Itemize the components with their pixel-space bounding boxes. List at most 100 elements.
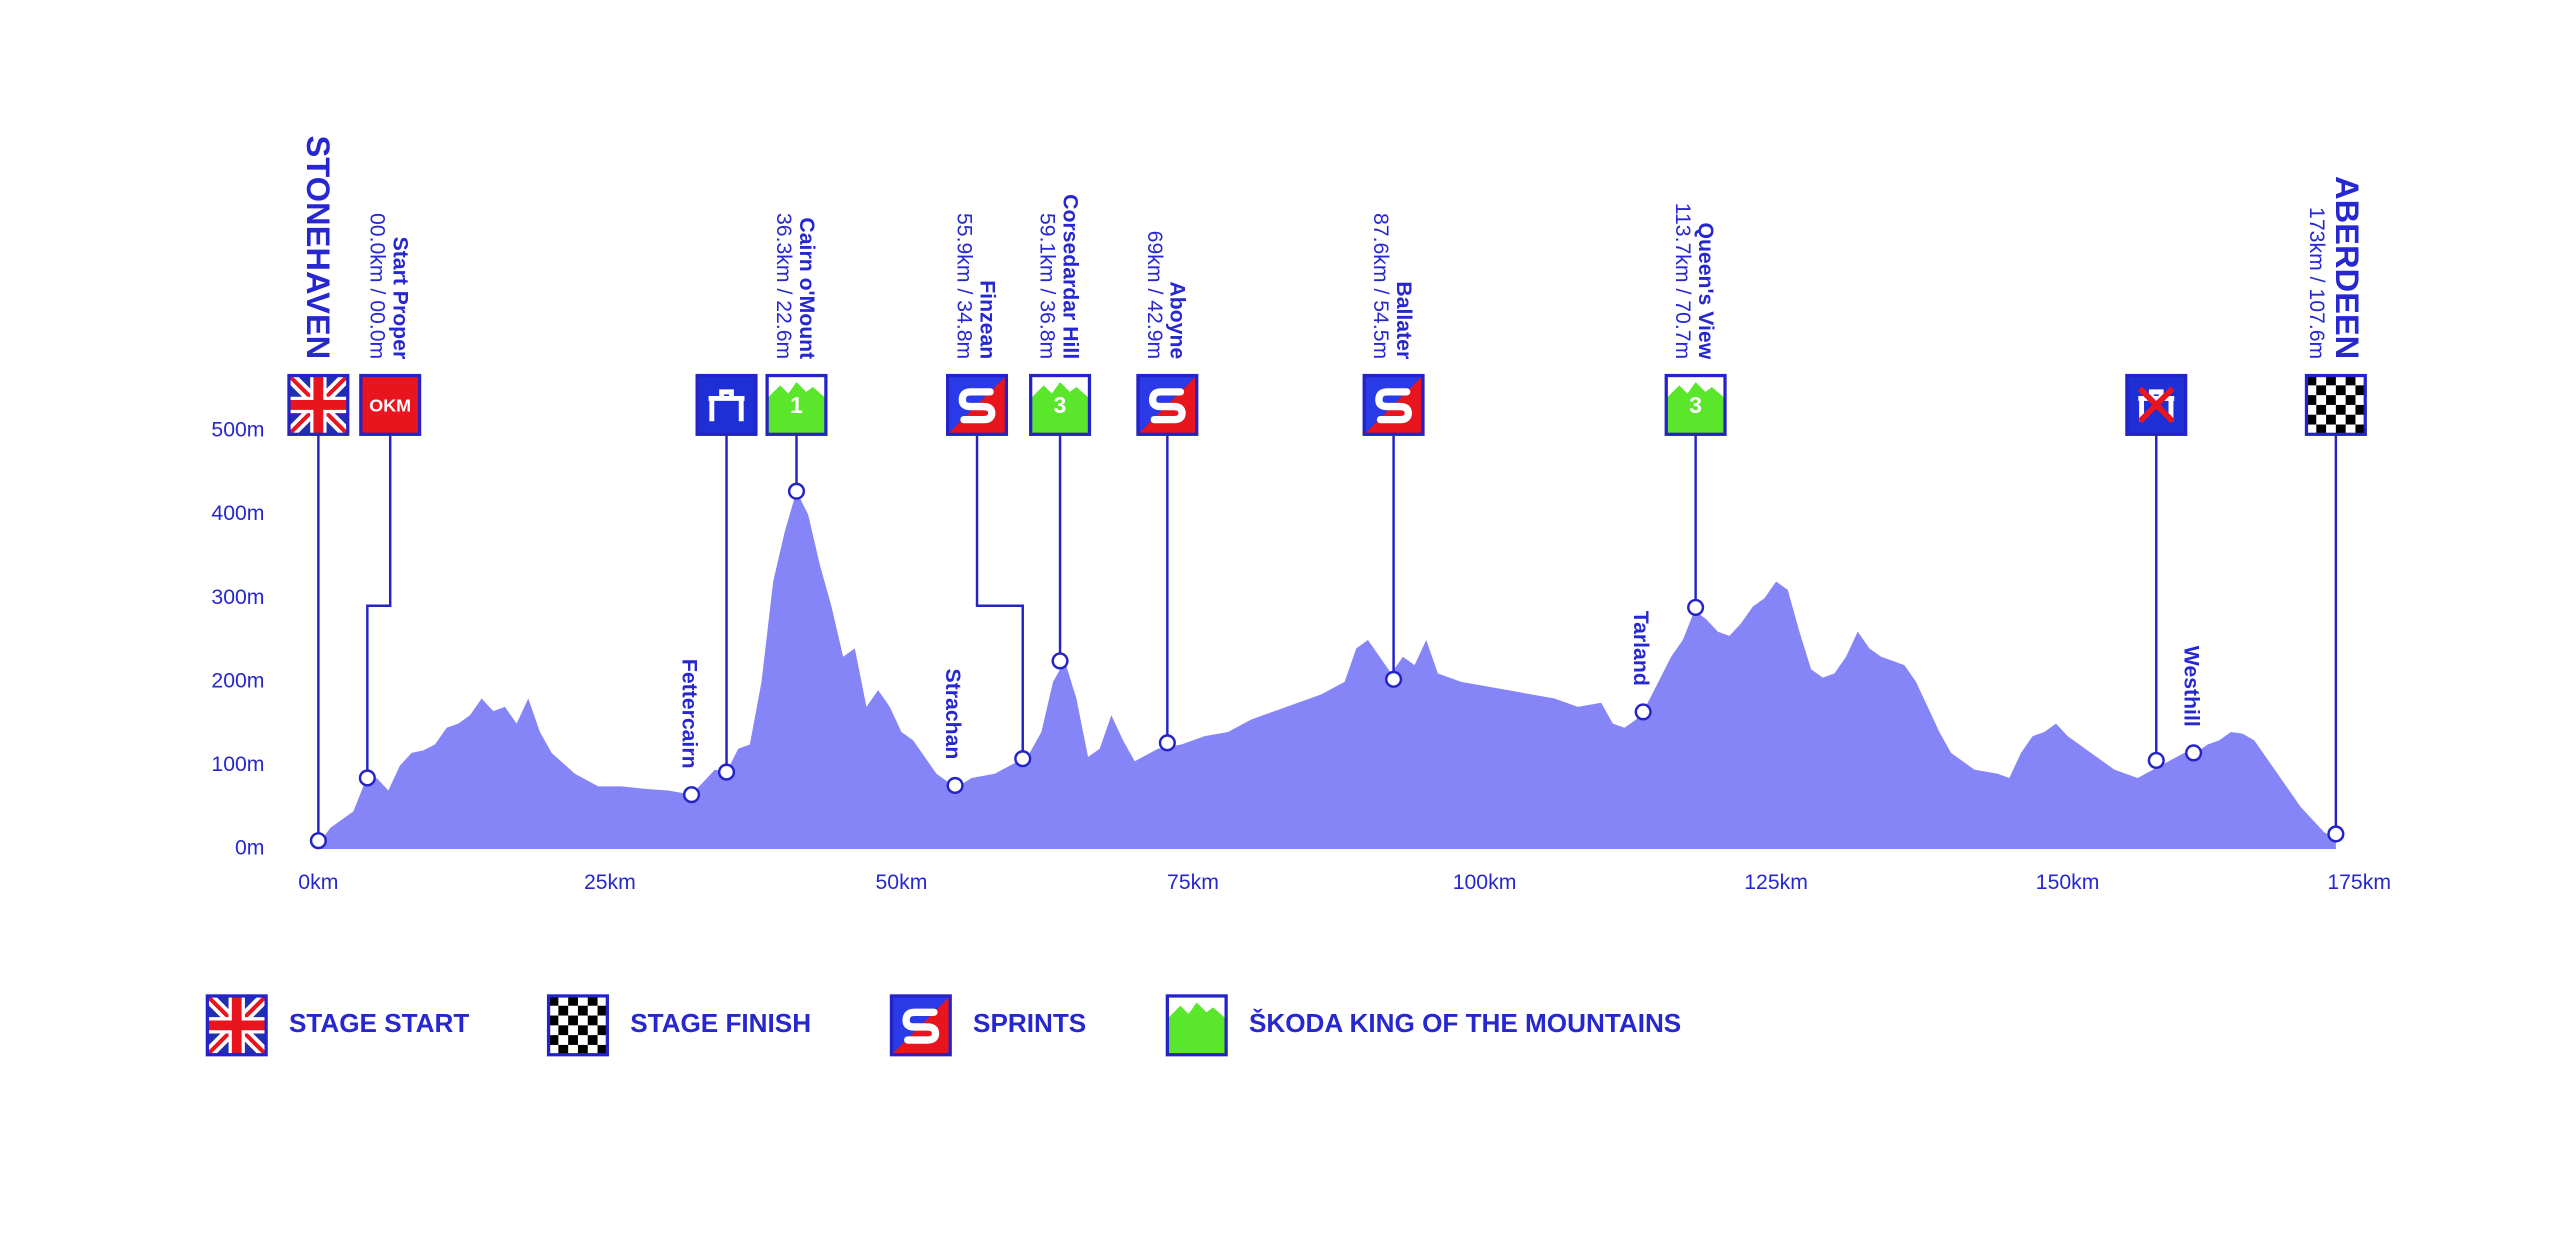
check — [587, 995, 598, 1006]
check — [2355, 424, 2366, 435]
point-name: Ballater — [1392, 281, 1415, 359]
marker-dot — [1687, 598, 1705, 617]
check — [558, 1005, 569, 1016]
sprint-s — [902, 1008, 940, 1044]
point-name: Cairn o'Mount — [795, 217, 818, 359]
flag-cross-red — [288, 375, 348, 435]
sprint-s — [958, 388, 996, 424]
flag-cross-red — [207, 995, 267, 1055]
marker-icon — [284, 371, 352, 439]
y-tick-label: 500m — [211, 419, 264, 442]
icon-bg — [360, 375, 420, 435]
check — [568, 1035, 578, 1045]
legend-icon — [203, 991, 271, 1059]
mountain — [1666, 382, 1726, 435]
marker-icon — [695, 373, 758, 436]
check — [2316, 385, 2327, 396]
marker-dot — [1051, 652, 1069, 670]
point-name: Aboyne — [1166, 281, 1189, 359]
legend-label: STAGE FINISH — [630, 1008, 811, 1038]
x-tick-label: 150km — [2036, 871, 2100, 894]
mountain — [767, 382, 826, 435]
place-name: Tarland — [1629, 611, 1652, 686]
mountain — [1167, 1002, 1227, 1055]
check — [2345, 375, 2356, 386]
marker-dot — [1634, 703, 1652, 721]
marker-dot — [358, 769, 376, 787]
marker-line — [975, 434, 1024, 759]
point-name: Queen's View — [1694, 222, 1717, 359]
marker-icon — [2125, 373, 2188, 436]
point-name: Corsedardar Hill — [1058, 194, 1081, 359]
icon-border — [1165, 994, 1228, 1057]
point-distance: 36.3km / 22.6m — [772, 213, 795, 359]
check — [2355, 385, 2366, 396]
check — [558, 1044, 569, 1055]
feed-shape — [2138, 389, 2175, 422]
y-tick-label: 100m — [211, 753, 264, 776]
check — [587, 1015, 598, 1026]
icon-blue — [1364, 375, 1423, 435]
marker-icon: OKM — [359, 373, 422, 436]
marker-dot — [787, 482, 806, 500]
point-distance: 173km / 107.6m — [2305, 207, 2328, 359]
x-tick-label: 50km — [876, 871, 928, 894]
marker-dot — [2327, 825, 2345, 843]
icon-border — [1029, 373, 1092, 436]
marker-icon — [1136, 373, 1199, 436]
marker-dot — [946, 776, 964, 795]
town-name: ABERDEEN — [2329, 176, 2366, 359]
check — [597, 1005, 608, 1016]
marker-dot — [309, 832, 327, 850]
x-tick-label: 175km — [2327, 871, 2391, 894]
check — [548, 1015, 559, 1026]
check — [568, 995, 578, 1006]
point-distance: 00.0km / 00.0m — [366, 213, 389, 359]
point-name: Start Proper — [388, 237, 411, 360]
marker-dot — [2147, 751, 2165, 769]
y-tick-label: 0m — [235, 837, 264, 860]
place-name: Westhill — [2180, 646, 2203, 727]
icon-border — [946, 373, 1009, 436]
legend-icon — [546, 994, 609, 1057]
marker-icon — [946, 373, 1009, 436]
place-label: Westhill — [2180, 646, 2203, 727]
icon-border — [1362, 373, 1425, 436]
place-label: Tarland — [1629, 611, 1652, 686]
icon-border — [695, 373, 758, 436]
icon-bg — [697, 375, 756, 435]
check — [2355, 404, 2366, 415]
x-tick-label: 100km — [1453, 871, 1517, 894]
check — [597, 1044, 608, 1055]
icon-blue — [891, 995, 951, 1055]
marker-dot — [2185, 744, 2203, 762]
y-tick-label: 200m — [211, 669, 264, 692]
x-tick-label: 75km — [1167, 871, 1219, 894]
legend-label: ŠKODA KING OF THE MOUNTAINS — [1249, 1008, 1681, 1038]
icon-border — [287, 373, 350, 436]
check — [577, 1005, 588, 1016]
marker-icon — [1362, 373, 1425, 436]
check — [2326, 395, 2336, 405]
sprint-s — [1148, 388, 1186, 424]
x-tick-label: 0km — [298, 871, 338, 894]
x-tick-label: 25km — [584, 871, 636, 894]
marker-dot — [1158, 734, 1176, 752]
marker-dot — [717, 763, 736, 781]
check — [548, 995, 559, 1006]
check — [577, 1044, 588, 1055]
point-distance: 55.9km / 34.8m — [952, 213, 975, 359]
check — [2316, 424, 2327, 435]
check — [597, 1025, 608, 1036]
point-distance: 113.7km / 70.7m — [1671, 203, 1694, 359]
icon-border — [1664, 373, 1727, 436]
sprint-s — [1375, 388, 1412, 424]
y-tick-label: 400m — [211, 502, 264, 525]
legend-icon — [1165, 994, 1228, 1057]
